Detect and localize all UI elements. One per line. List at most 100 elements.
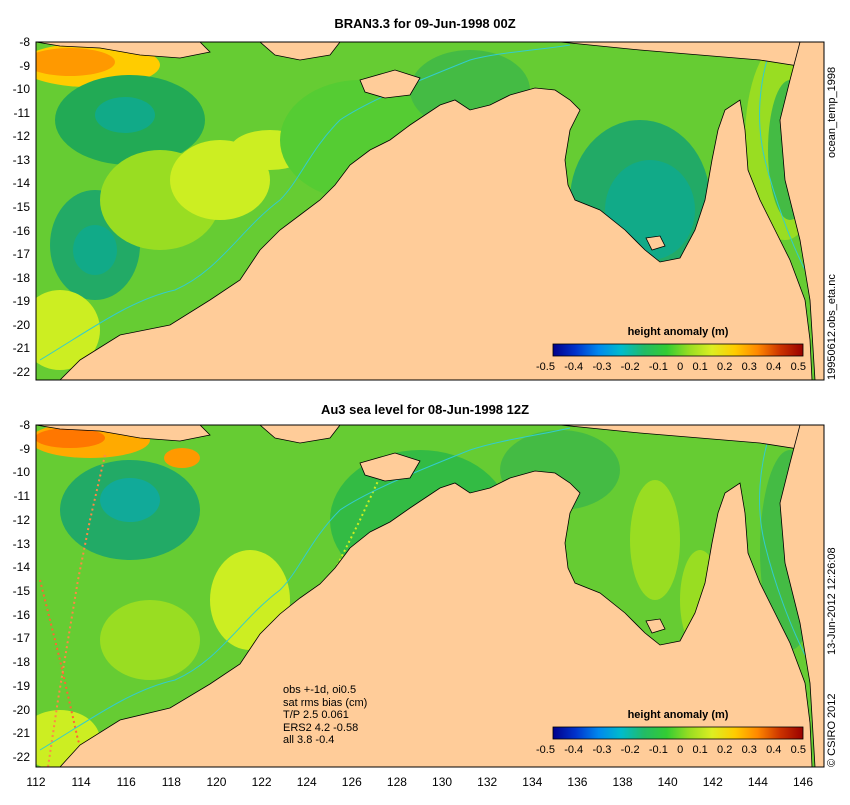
lat-tick-label: -16 (12, 223, 30, 238)
lon-tick-label: 138 (612, 775, 633, 789)
colorbar-tick-label: 0.4 (766, 744, 782, 756)
satellite-track (39, 579, 89, 767)
lat-tick-label: -14 (12, 560, 30, 575)
lon-tick-label: 114 (71, 775, 91, 789)
lon-tick-label: 130 (432, 775, 453, 789)
obs-stats-line: T/P 2.5 0.061 (283, 709, 349, 721)
obs-stats-box: obs +-1d, oi0.5 sat rms bias (cm) T/P 2.… (283, 684, 367, 747)
top-side-label-2: 19950612.obs_eta.nc (826, 274, 838, 380)
new-guinea (559, 425, 824, 454)
neutral-anomaly (100, 600, 200, 680)
lat-tick-label: -11 (13, 489, 30, 504)
colorbar-tick-label: 0.2 (717, 361, 733, 373)
warm-anomaly (36, 428, 105, 448)
lon-tick-label: 142 (702, 775, 723, 789)
lat-tick-label: -22 (12, 365, 30, 379)
bottom-map-frame (35, 424, 825, 768)
lat-tick-label: -13 (12, 536, 30, 551)
lon-tick-label: 144 (747, 775, 768, 789)
lat-tick-label: -19 (12, 294, 30, 309)
lon-tick-label: 112 (26, 775, 46, 789)
colorbar-tick-label: 0.4 (766, 361, 782, 373)
lat-tick-label: -17 (12, 247, 30, 262)
colorbar-tick-label: 0.5 (790, 361, 806, 373)
obs-stats-line: obs +-1d, oi0.5 (283, 684, 357, 696)
indonesia-islands-2 (259, 425, 341, 444)
lon-tick-label: 126 (341, 775, 362, 789)
lat-tick-label: -21 (12, 341, 30, 356)
cool-anomaly (95, 97, 155, 133)
bottom-side-label-1: 13-Jun-2012 12:26:08 (826, 547, 838, 655)
lat-tick-label: -15 (12, 584, 30, 598)
top-colorbar-title: height anomaly (m) (627, 326, 729, 338)
top-land (36, 42, 824, 380)
colorbar-tick-label: 0.3 (741, 744, 757, 756)
colorbar-tick-label: -0.1 (648, 744, 668, 756)
mornington-island (645, 618, 666, 634)
colorbar-tick-label: -0.4 (564, 744, 584, 756)
lon-tick-label: 146 (792, 775, 814, 789)
timor-island (359, 69, 421, 99)
indonesia-islands-2 (259, 42, 341, 61)
lat-tick-label: -20 (12, 702, 30, 717)
lon-tick-label: 124 (296, 775, 317, 789)
top-colorbar-ticks: -0.5 -0.4 -0.3 -0.2 -0.1 0 0.1 0.2 0.3 0.4 0.5 (536, 361, 806, 373)
lat-tick-label: -12 (12, 129, 30, 144)
satellite-track (329, 454, 391, 581)
lat-tick-label: -21 (12, 726, 30, 741)
lon-tick-label: 118 (161, 775, 181, 789)
cool-anomaly (100, 478, 160, 522)
mornington-island (645, 235, 666, 251)
colorbar-tick-label: 0.3 (741, 361, 757, 373)
lat-tick-label: -9 (19, 58, 30, 73)
warm-anomaly (36, 48, 115, 76)
top-map (36, 42, 824, 380)
neutral-anomaly (630, 480, 680, 600)
lat-tick-label: -8 (19, 35, 30, 49)
lon-tick-label: 122 (251, 775, 272, 789)
lat-tick-label: -18 (12, 655, 30, 670)
lon-tick-label: 136 (567, 775, 588, 789)
colorbar-tick-label: -0.5 (536, 361, 555, 373)
lat-tick-label: -18 (12, 270, 30, 285)
australia-mainland (36, 470, 813, 767)
lat-tick-label: -11 (13, 105, 30, 120)
lat-tick-label: -12 (12, 512, 30, 527)
colorbar-tick-label: -0.3 (592, 744, 612, 756)
obs-stats-line: ERS2 4.2 -0.58 (283, 721, 359, 734)
bottom-land (36, 425, 824, 767)
lat-tick-label: -14 (12, 176, 30, 191)
new-guinea (559, 42, 824, 71)
lat-tick-label: -13 (12, 152, 30, 167)
bottom-colorbar-title: height anomaly (m) (627, 709, 729, 721)
warm-anomaly (164, 448, 200, 468)
lat-tick-label: -19 (12, 678, 30, 693)
bottom-colorbar-ticks: -0.5 -0.4 -0.3 -0.2 -0.1 0 0.1 0.2 0.3 0.4 0.5 (536, 744, 806, 756)
lon-tick-label: 120 (206, 775, 227, 789)
warm-anomaly (36, 290, 100, 370)
top-shelf-contour (39, 44, 571, 361)
lat-tick-label: -20 (12, 317, 30, 332)
colorbar-tick-label: 0.1 (692, 744, 708, 756)
lat-tick-label: -10 (12, 82, 30, 97)
bottom-colorbar (552, 726, 804, 740)
colorbar-tick-label: -0.3 (592, 361, 612, 373)
cape-york-east (779, 42, 824, 380)
lat-tick-label: -8 (19, 418, 30, 432)
lat-tick-label: -10 (12, 465, 30, 480)
lat-tick-label: -17 (12, 631, 30, 646)
satellite-track (47, 454, 106, 767)
top-panel-title: BRAN3.3 for 09-Jun-1998 00Z (334, 16, 516, 31)
indonesia-islands (36, 42, 211, 59)
indonesia-islands (36, 425, 211, 442)
colorbar-tick-label: -0.5 (536, 744, 555, 756)
colorbar-tick-label: 0 (677, 744, 684, 756)
lat-tick-label: -15 (12, 200, 30, 214)
bottom-shelf-contour-east (759, 432, 806, 656)
obs-stats-line: all 3.8 -0.4 (283, 734, 335, 746)
colorbar-tick-label: 0.5 (790, 744, 806, 756)
bottom-panel-title: Au3 sea level for 08-Jun-1998 12Z (320, 402, 530, 417)
lat-tick-label: -22 (12, 750, 30, 764)
lon-tick-label: 116 (116, 775, 136, 789)
